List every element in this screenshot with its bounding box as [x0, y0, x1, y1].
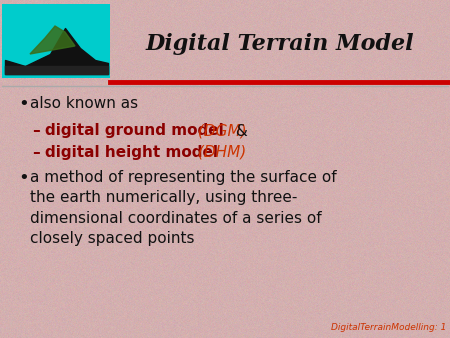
Text: •: •	[18, 169, 29, 187]
Text: •: •	[18, 95, 29, 113]
Text: Digital Terrain Model: Digital Terrain Model	[146, 33, 414, 55]
Text: digital ground model: digital ground model	[45, 123, 224, 139]
Text: –: –	[32, 123, 40, 139]
Text: digital height model: digital height model	[45, 145, 218, 160]
Text: DigitalTerrainModelling: 1: DigitalTerrainModelling: 1	[331, 323, 446, 332]
Text: also known as: also known as	[30, 97, 138, 112]
Text: (DHM): (DHM)	[193, 145, 246, 160]
Text: a method of representing the surface of
the earth numerically, using three-
dime: a method of representing the surface of …	[30, 170, 337, 246]
Bar	[2, 4, 110, 78]
Text: (DGM): (DGM)	[193, 123, 247, 139]
Text: –: –	[32, 145, 40, 160]
Text: &: &	[231, 123, 248, 139]
Polygon shape	[30, 26, 75, 54]
